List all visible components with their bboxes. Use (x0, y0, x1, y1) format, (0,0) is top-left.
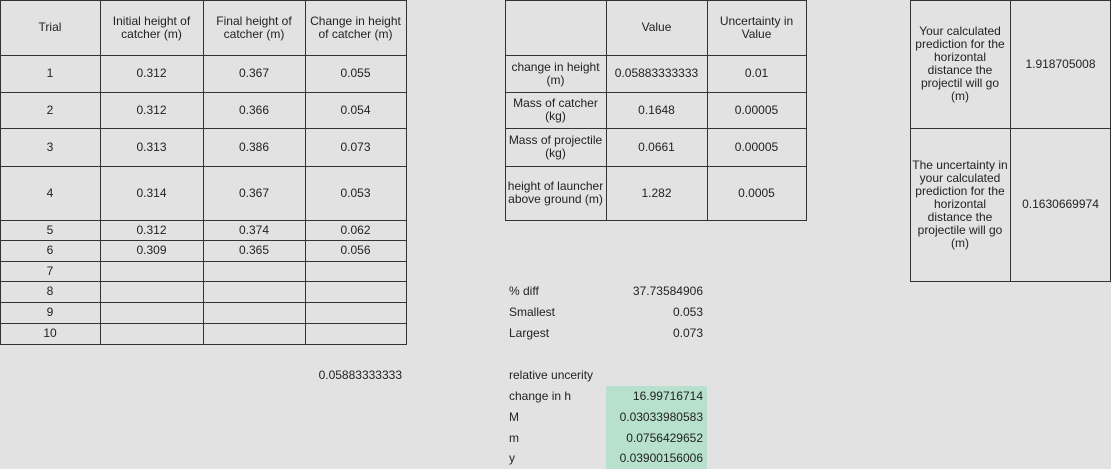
trial-number[interactable]: 8 (46, 284, 54, 298)
quantity-label[interactable]: Mass of projectile (kg) (508, 133, 603, 160)
quantity-value[interactable]: 0.1648 (638, 102, 675, 117)
trial-number[interactable]: 7 (46, 263, 54, 278)
prediction-distance-label[interactable]: Your calculated prediction for the horiz… (915, 24, 1005, 103)
smallest-value[interactable]: 0.053 (672, 305, 703, 319)
initial-height-cell[interactable]: 0.312 (136, 102, 167, 117)
initial-height-cell[interactable]: 0.309 (136, 243, 167, 257)
quantity-value[interactable]: 0.05883333333 (614, 66, 699, 80)
header-change-height[interactable]: Change in height of catcher (m) (310, 13, 401, 41)
relative-label[interactable]: change in h (509, 389, 572, 403)
relative-value[interactable]: 0.03900156006 (606, 448, 707, 469)
initial-height-cell[interactable]: 0.312 (136, 66, 167, 80)
relative-value[interactable]: 0.0756429652 (606, 428, 707, 448)
change-height-cell[interactable]: 0.062 (340, 222, 371, 237)
smallest-label[interactable]: Smallest (509, 305, 556, 319)
initial-height-cell[interactable]: 0.314 (136, 185, 167, 200)
initial-height-cell[interactable]: 0.312 (136, 222, 167, 237)
pct-diff-value[interactable]: 37.73584906 (632, 284, 703, 298)
quantity-uncertainty[interactable]: 0.01 (744, 66, 769, 80)
prediction-uncertainty-label[interactable]: The uncertainty in your calculated predi… (912, 158, 1008, 250)
quantity-uncertainty[interactable]: 0.00005 (734, 102, 779, 117)
final-height-cell[interactable]: 0.365 (238, 243, 270, 257)
largest-label[interactable]: Largest (509, 326, 550, 340)
prediction-uncertainty-value[interactable]: 0.1630669974 (1022, 197, 1099, 211)
initial-height-cell[interactable]: 0.313 (136, 139, 167, 154)
header-value[interactable]: Value (641, 20, 672, 34)
pct-diff-label[interactable]: % diff (509, 284, 539, 298)
final-height-cell[interactable]: 0.386 (238, 139, 270, 154)
trial-number[interactable]: 2 (46, 102, 54, 117)
average-change-cell[interactable]: 0.05883333333 (318, 368, 402, 382)
quantity-value[interactable]: 1.282 (641, 185, 672, 200)
final-height-cell[interactable]: 0.367 (238, 66, 270, 80)
largest-value[interactable]: 0.073 (672, 326, 703, 340)
quantity-value[interactable]: 0.0661 (638, 139, 675, 154)
change-height-cell[interactable]: 0.053 (340, 185, 371, 200)
quantity-label[interactable]: change in height (m) (511, 59, 600, 87)
header-trial[interactable]: Trial (38, 20, 62, 34)
relative-label[interactable]: M (509, 410, 519, 424)
relative-label[interactable]: m (509, 430, 519, 445)
header-uncertainty[interactable]: Uncertainty in Value (719, 13, 794, 41)
change-height-cell[interactable]: 0.054 (340, 102, 371, 117)
trial-number[interactable]: 6 (46, 243, 54, 257)
trial-number[interactable]: 4 (46, 185, 54, 200)
relative-value[interactable]: 16.99716714 (606, 386, 707, 407)
quantity-uncertainty[interactable]: 0.00005 (734, 139, 779, 154)
quantity-label[interactable]: Mass of catcher (kg) (513, 96, 598, 123)
final-height-cell[interactable]: 0.366 (238, 102, 270, 117)
final-height-cell[interactable]: 0.374 (238, 222, 270, 237)
change-height-cell[interactable]: 0.073 (340, 139, 371, 154)
prediction-distance-value[interactable]: 1.918705008 (1025, 56, 1096, 71)
value-table-corner[interactable] (505, 0, 606, 55)
trial-number[interactable]: 3 (46, 139, 54, 154)
trial-number[interactable]: 9 (46, 305, 54, 319)
trial-number[interactable]: 5 (46, 222, 54, 237)
relative-value[interactable]: 0.03033980583 (606, 407, 707, 428)
trial-number[interactable]: 1 (46, 66, 54, 80)
trial-number[interactable]: 10 (43, 326, 57, 340)
header-initial-height[interactable]: Initial height of catcher (m) (112, 13, 191, 41)
change-height-cell[interactable]: 0.056 (340, 243, 371, 257)
relative-uncertainty-title[interactable]: relative uncerity (509, 368, 594, 382)
relative-label[interactable]: y (509, 451, 515, 465)
quantity-uncertainty[interactable]: 0.0005 (738, 185, 775, 200)
change-height-cell[interactable]: 0.055 (340, 66, 371, 80)
header-final-height[interactable]: Final height of catcher (m) (216, 13, 292, 41)
quantity-label[interactable]: height of launcher above ground (m) (507, 179, 604, 206)
final-height-cell[interactable]: 0.367 (238, 185, 270, 200)
